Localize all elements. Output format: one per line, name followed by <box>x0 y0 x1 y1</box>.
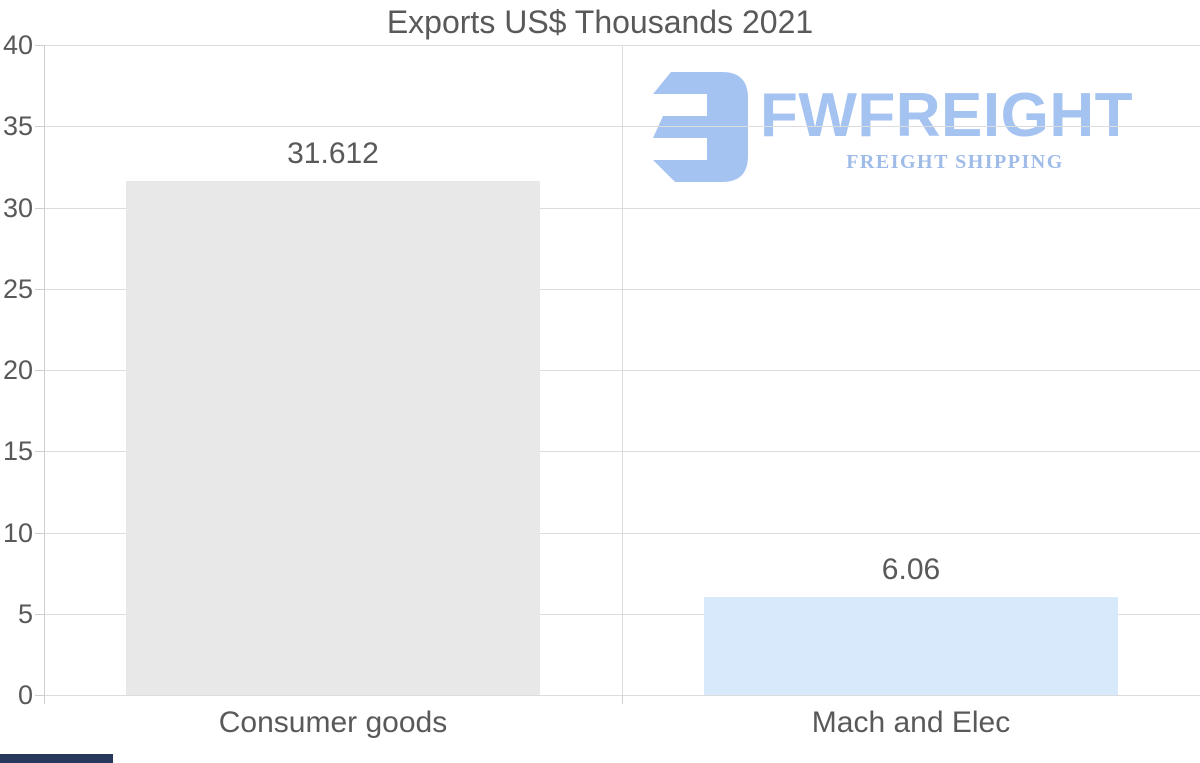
x-category-label-mach-and-elec: Mach and Elec <box>811 706 1011 739</box>
y-tick-label: 5 <box>17 598 33 629</box>
y-axis-tick <box>35 613 44 615</box>
y-tick-label: 20 <box>2 355 33 385</box>
brand-tagline: FREIGHT SHIPPING <box>846 151 1064 173</box>
category-separator-gridline <box>622 45 623 695</box>
y-tick-label: 40 <box>2 30 33 60</box>
y-axis-tick <box>35 695 44 696</box>
bar-consumer-goods <box>126 181 540 695</box>
y-axis-tick <box>35 532 44 534</box>
y-axis-tick <box>35 288 44 290</box>
bar-value-label-consumer-goods: 31.612 <box>287 137 379 171</box>
y-axis-tick <box>35 370 44 371</box>
y-tick-label: 0 <box>17 680 33 710</box>
y-axis-tick <box>35 45 44 46</box>
y-tick-label: 35 <box>2 111 33 142</box>
y-tick-label: 10 <box>2 517 33 548</box>
chart-title: Exports US$ Thousands 2021 <box>386 4 814 40</box>
y-tick-label: 25 <box>2 273 33 304</box>
x-axis-tick <box>622 695 623 704</box>
brand-name: FWFREIGHT <box>760 81 1133 150</box>
y-tick-label: 15 <box>2 436 33 467</box>
brand-logo: FWFREIGHT FREIGHT SHIPPING <box>645 72 1150 184</box>
bar-value-label-mach-and-elec: 6.06 <box>881 552 941 586</box>
y-axis-tick <box>35 451 44 453</box>
horizontal-scrollbar-thumb[interactable] <box>0 754 113 763</box>
y-axis-tick <box>35 126 44 128</box>
x-category-label-consumer-goods: Consumer goods <box>218 706 448 739</box>
y-axis-tick <box>35 207 44 209</box>
y-tick-label: 30 <box>2 192 33 223</box>
bar-mach-and-elec <box>704 596 1118 695</box>
y-axis-line <box>44 45 45 704</box>
